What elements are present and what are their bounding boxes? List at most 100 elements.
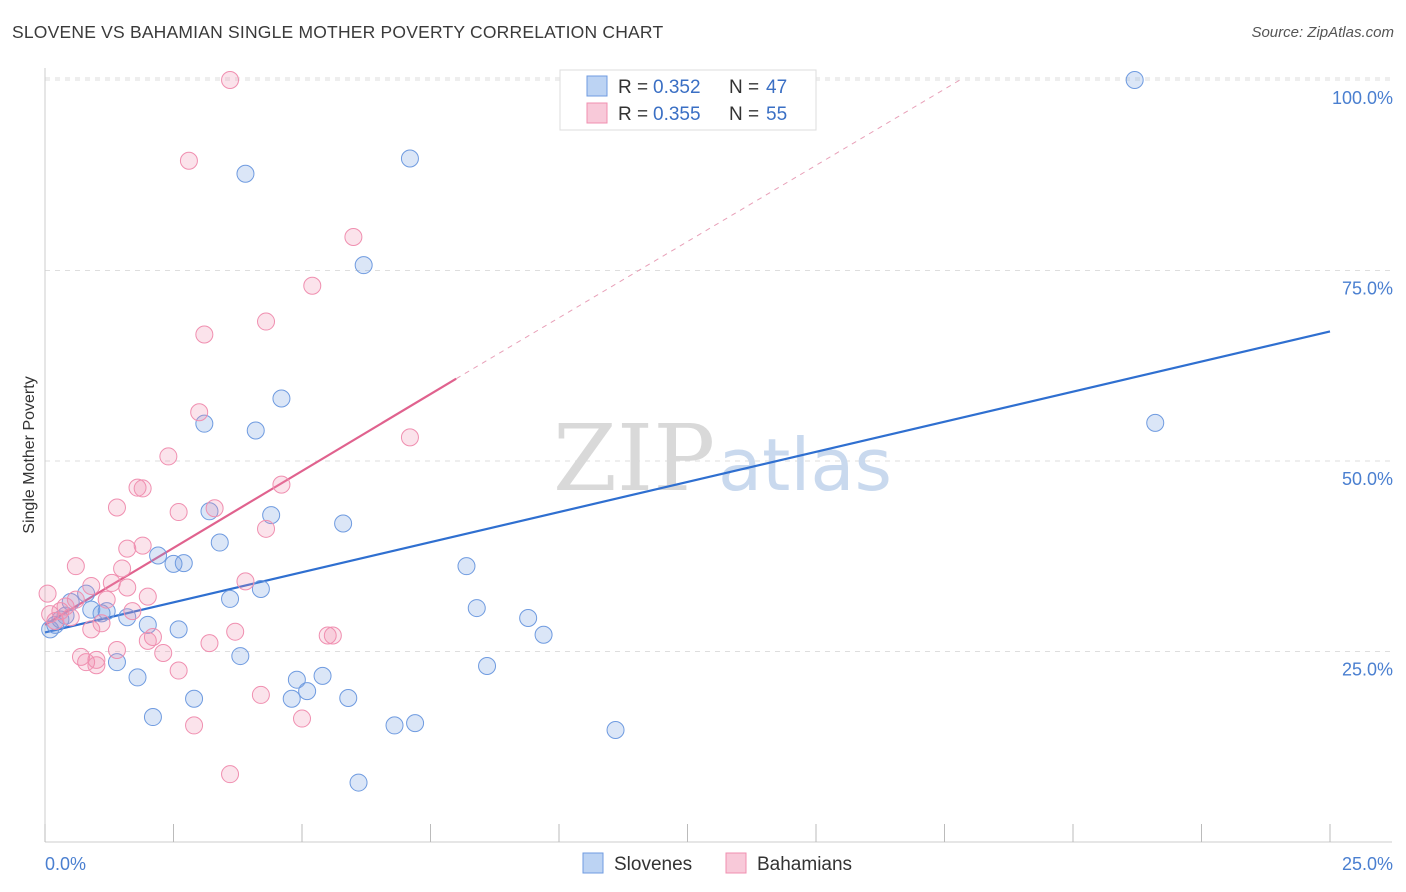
bahamians-point-40 [221,765,240,784]
bahamians-point-17 [107,498,126,517]
bahamians-point-23 [128,478,147,497]
bahamians-point-50 [323,626,342,645]
bahamians-point-8 [66,557,85,576]
bahamians-point-11 [82,576,101,595]
bahamians-point-43 [251,685,270,704]
slovenes-point-25 [246,421,265,440]
bottom-legend-swatch-slovenes [582,852,604,874]
bahamians-point-45 [257,312,276,331]
bahamians-point-29 [154,644,173,663]
legend-swatch-bahamians [586,102,608,124]
bahamians-point-24 [133,536,152,555]
slovenes-point-19 [195,414,214,433]
slovenes-point-36 [349,773,368,792]
bahamians-point-31 [169,503,188,522]
bahamians-point-35 [190,403,209,422]
bahamians-point-42 [236,572,255,591]
source-label: Source: ZipAtlas.com [1251,24,1394,41]
y-tick-label-1: 50.0% [1342,469,1393,489]
slovenes-point-42 [478,656,497,675]
bahamians-point-10 [82,620,101,639]
bahamians-trend-extension [455,79,961,380]
data-points [38,71,1165,792]
slovenes-point-14 [149,546,168,565]
watermark-atlas: atlas [718,423,892,507]
bottom-legend-bahamians: Bahamians [757,854,852,875]
bahamians-point-28 [143,628,162,647]
bahamians-point-38 [205,499,224,518]
bahamians-point-27 [138,587,157,606]
legend-n-value-1: 47 [766,77,787,98]
legend-r-value-1: 0.352 [653,77,701,98]
slovenes-point-22 [221,589,240,608]
bahamians-trend-line [44,377,457,626]
y-tick-label-0: 25.0% [1342,660,1393,680]
slovenes-point-33 [334,514,353,533]
slovenes-point-9 [107,653,126,672]
bahamians-point-37 [200,634,219,653]
bahamians-point-18 [107,640,126,659]
bahamians-point-20 [118,578,137,597]
legend-n-label-1: N = [729,77,759,98]
bahamians-point-15 [87,650,106,669]
bahamians-point-6 [66,590,85,609]
watermark: ZIP atlas [553,405,892,512]
tick-labels: 25.0% 50.0% 75.0% 100.0% 0.0% 25.0% [45,88,1393,874]
x-tick-label-1: 25.0% [1342,854,1393,874]
slovenes-point-12 [138,615,157,634]
bahamians-point-34 [185,716,204,735]
legend-r-value-2: 0.355 [653,104,701,125]
y-tick-label-3: 100.0% [1332,88,1393,108]
slovenes-point-24 [236,164,255,183]
slovenes-trend-line [44,330,1331,634]
bahamians-point-48 [303,276,322,295]
slovenes-point-13 [143,708,162,727]
bahamians-point-2 [46,612,65,631]
legend-r-label-1: R = [618,77,648,98]
slovenes-point-11 [128,668,147,687]
bahamians-point-33 [179,151,198,170]
bahamians-point-30 [159,447,178,466]
slovenes-point-41 [467,599,486,618]
legend-swatch-slovenes [586,75,608,97]
slovenes-point-29 [282,689,301,708]
bahamians-point-19 [113,559,132,578]
bahamians-point-7 [71,647,90,666]
bottom-legend-slovenes: Slovenes [614,854,692,875]
slovenes-point-34 [339,688,358,707]
trend-lines [44,79,1331,634]
slovenes-point-43 [519,608,538,627]
slovenes-point-40 [457,557,476,576]
bahamians-point-47 [293,709,311,728]
slovenes-point-23 [231,647,250,666]
bahamians-point-36 [195,325,214,344]
slovenes-point-27 [262,506,281,525]
bahamians-point-49 [318,626,337,645]
slovenes-point-6 [82,600,101,619]
bahamians-point-13 [92,614,111,633]
bahamians-point-39 [221,71,240,89]
legend-r-label-2: R = [618,104,648,125]
bahamians-point-52 [400,428,419,447]
slovenes-point-30 [287,670,306,689]
bahamians-point-21 [118,539,137,558]
slovenes-point-45 [606,720,625,739]
slovenes-point-20 [200,502,219,521]
slovenes-point-38 [400,149,419,168]
bahamians-point-16 [102,573,121,592]
chart-title: SLOVENE VS BAHAMIAN SINGLE MOTHER POVERT… [12,22,664,42]
axes [44,68,1392,843]
bahamians-point-46 [272,475,291,494]
slovenes-point-21 [210,533,229,552]
slovenes-point-37 [385,716,404,735]
bottom-legend-swatch-bahamians [725,852,747,874]
slovenes-point-39 [406,714,425,733]
y-axis-label: Single Mother Poverty [21,376,38,533]
slovenes-point-1 [46,615,65,634]
bahamians-point-5 [61,608,80,627]
legend-n-value-2: 55 [766,104,787,125]
bahamians-point-4 [56,597,75,616]
legend-box: R = 0.352 N = 47 R = 0.355 N = 55 [559,69,817,131]
slovenes-point-16 [169,620,188,639]
